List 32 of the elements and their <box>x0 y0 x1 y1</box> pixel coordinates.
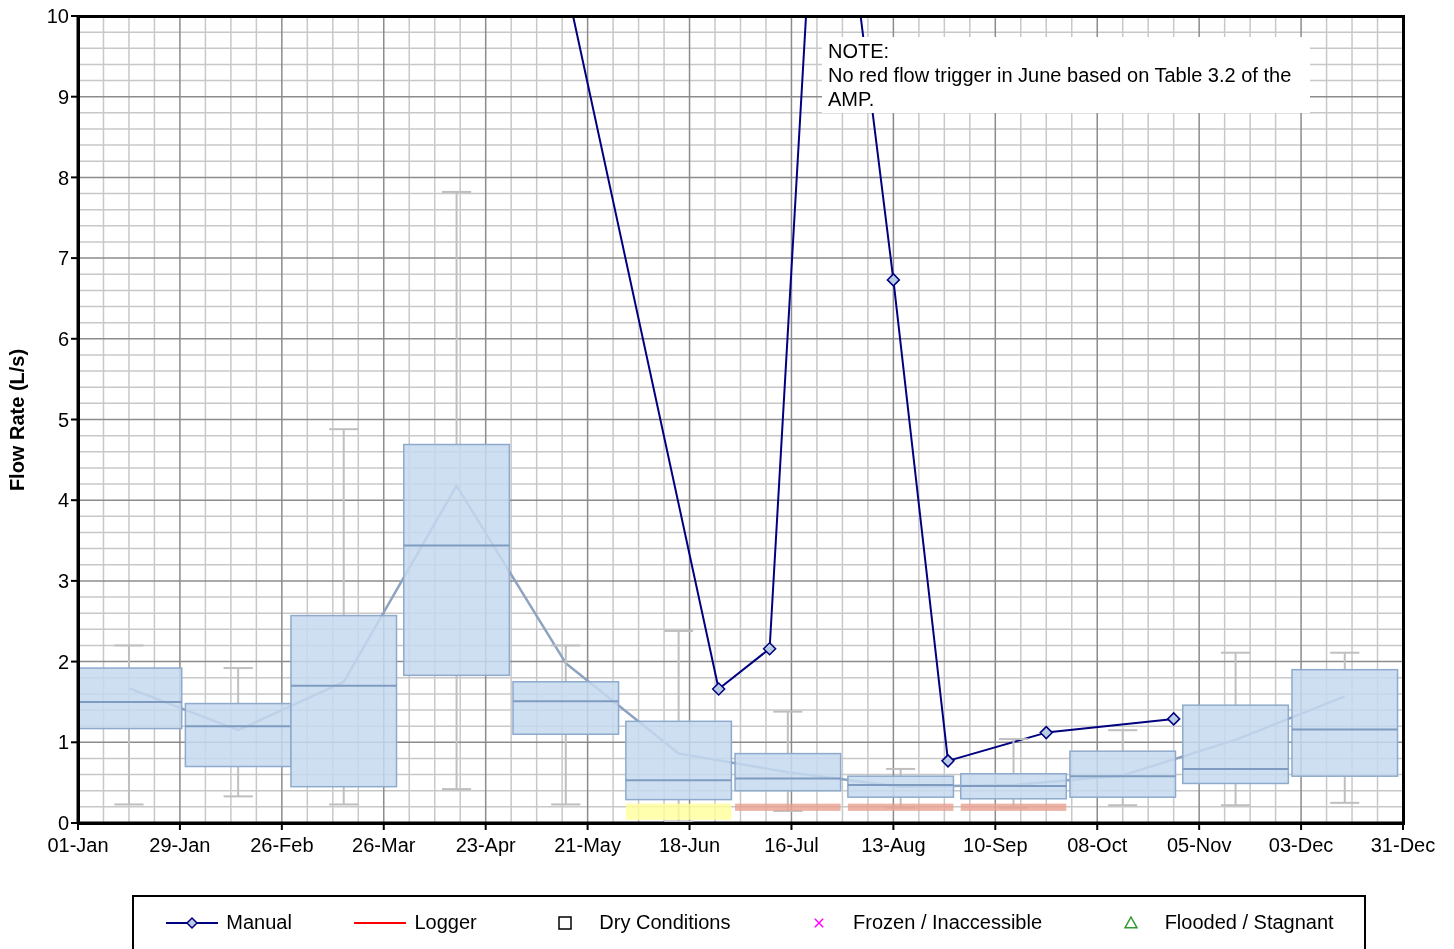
x-tick-label: 10-Sep <box>963 834 1028 857</box>
y-tick-label: 6 <box>57 327 69 350</box>
y-tick-label: 10 <box>46 5 69 28</box>
x-tick-label: 29-Jan <box>149 834 211 857</box>
y-tick-label: 8 <box>57 166 69 189</box>
x-tick-label: 18-Jun <box>658 834 721 857</box>
y-tick-label: 7 <box>57 247 69 270</box>
legend-label: Logger <box>414 911 477 934</box>
x-tick-label: 31-Dec <box>1370 834 1436 857</box>
y-tick-label: 1 <box>57 731 69 754</box>
y-tick-label: 5 <box>57 408 69 431</box>
x-tick-label: 21-May <box>554 834 621 857</box>
x-tick-label: 23-Apr <box>455 834 517 857</box>
legend-label: Manual <box>226 911 292 934</box>
x-tick-label: 05-Nov <box>1166 834 1232 857</box>
y-tick-label: 4 <box>57 489 69 512</box>
x-tick-label: 08-Oct <box>1067 834 1128 857</box>
x-tick-label: 26-Mar <box>352 834 416 857</box>
y-tick-label: 9 <box>57 85 69 108</box>
legend-label: Dry Conditions <box>599 911 731 934</box>
x-tick-label: 16-Jul <box>764 834 819 857</box>
y-axis-title: Flow Rate (L/s) <box>5 348 29 491</box>
x-tick-label: 13-Aug <box>861 834 926 857</box>
x-tick-label: 26-Feb <box>250 834 314 857</box>
x-tick-label: 01-Jan <box>47 834 109 857</box>
y-tick-label: 0 <box>57 812 69 835</box>
legend-label: Frozen / Inaccessible <box>853 911 1043 934</box>
y-tick-label: 3 <box>57 570 69 592</box>
annotation: NOTE: No red flow trigger in June based on Table 3.2 of the AMP. <box>822 37 1310 113</box>
x-tick-label: 03-Dec <box>1268 834 1334 857</box>
legend-label: Flooded / Stagnant <box>1164 911 1334 934</box>
y-tick-label: 2 <box>57 650 69 673</box>
